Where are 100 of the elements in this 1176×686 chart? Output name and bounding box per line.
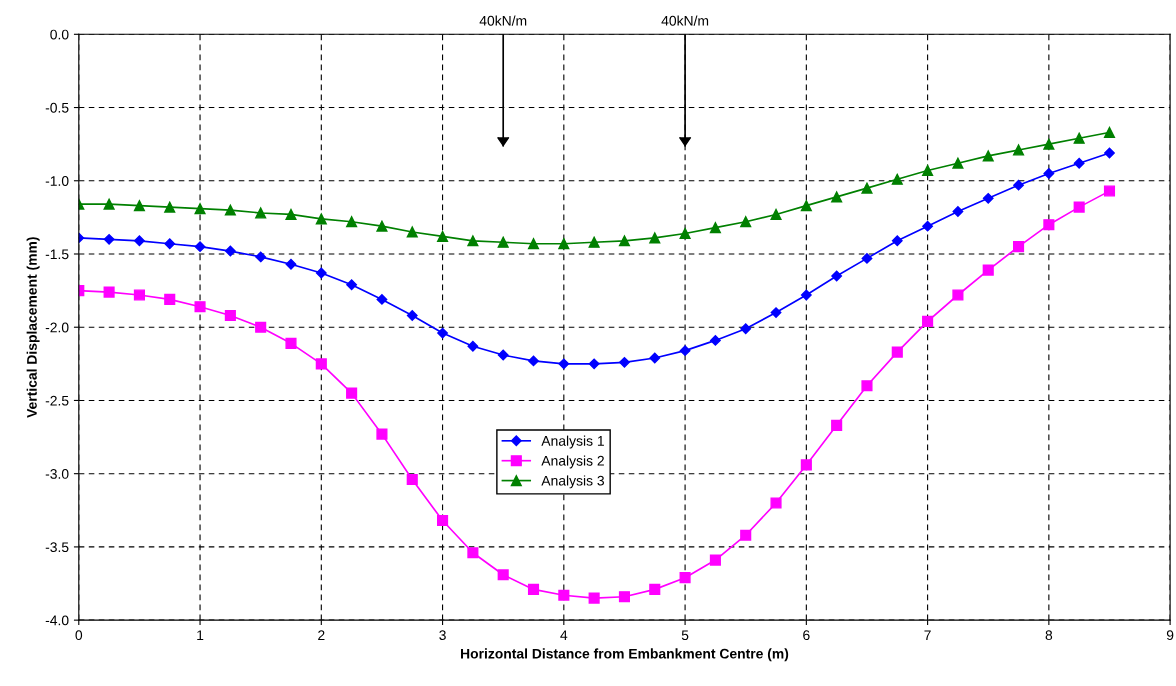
point <box>831 419 843 431</box>
x-tick-label: 7 <box>924 630 931 640</box>
point <box>194 241 206 253</box>
point <box>437 327 448 339</box>
x-tick-label: 5 <box>681 630 689 641</box>
point <box>164 201 176 213</box>
point <box>952 206 964 217</box>
point <box>649 232 661 244</box>
point <box>982 264 994 276</box>
point <box>1013 179 1024 191</box>
point <box>922 164 934 177</box>
point <box>952 289 964 301</box>
point <box>467 235 479 247</box>
point <box>588 592 600 604</box>
legend-label: Analysis 1 <box>541 435 604 449</box>
point <box>406 226 418 238</box>
x-tick-label: 4 <box>560 630 568 640</box>
x-tick-label: 1 <box>197 630 204 640</box>
x-tick-label: 9 <box>1166 630 1174 641</box>
x-tick-label: 0 <box>75 630 83 641</box>
y-tick-label: 0.0 <box>50 29 69 40</box>
point <box>1073 132 1085 144</box>
point <box>467 340 479 352</box>
point <box>1103 185 1116 197</box>
point <box>740 529 752 541</box>
legend-label: Analysis 3 <box>541 475 604 489</box>
point <box>164 293 176 305</box>
point <box>770 208 782 221</box>
point <box>346 387 358 399</box>
point <box>103 198 115 210</box>
x-axis-title: Horizontal Distance from Embankment Centre (m) <box>461 648 789 662</box>
point <box>800 289 812 301</box>
y-tick-label: -2.5 <box>45 395 69 406</box>
point <box>1043 138 1055 150</box>
y-tick-label: -1.0 <box>45 176 69 186</box>
x-tick-label: 3 <box>439 630 446 641</box>
point <box>891 235 903 247</box>
point <box>164 238 176 250</box>
x-tick-label: 8 <box>1045 630 1053 641</box>
point <box>346 216 358 228</box>
point <box>497 569 509 581</box>
y-tick-label: -1.5 <box>45 249 69 260</box>
point <box>800 200 812 212</box>
point <box>194 203 206 215</box>
point <box>770 307 782 318</box>
point <box>1012 144 1025 156</box>
point <box>618 591 631 603</box>
point <box>437 230 449 242</box>
point <box>315 267 327 279</box>
point <box>891 173 903 185</box>
point <box>224 245 236 257</box>
point <box>982 150 994 162</box>
point <box>770 497 782 509</box>
ref-line-label: 40kN/m <box>661 15 709 26</box>
point <box>1043 219 1055 231</box>
point <box>103 233 115 245</box>
point <box>679 227 691 240</box>
y-tick-label: -2.0 <box>45 322 69 333</box>
x-tick-label: 2 <box>318 630 325 640</box>
point <box>709 554 721 566</box>
point <box>285 258 297 270</box>
point <box>558 358 570 370</box>
point <box>588 236 600 248</box>
point <box>497 349 509 361</box>
point <box>1043 168 1055 179</box>
point <box>1073 201 1085 213</box>
point <box>740 216 752 228</box>
point <box>588 358 600 370</box>
point <box>467 547 479 559</box>
y-tick-label: -4.0 <box>45 615 69 626</box>
point <box>285 337 297 349</box>
legend-label: Analysis 2 <box>541 455 604 469</box>
point <box>315 213 327 225</box>
point <box>982 192 994 204</box>
point <box>618 235 631 247</box>
point <box>194 301 206 313</box>
point <box>952 157 964 169</box>
point <box>133 289 145 301</box>
point <box>255 251 267 263</box>
point <box>922 315 934 327</box>
point <box>376 428 388 440</box>
y-tick-label: -3.0 <box>45 469 69 479</box>
point <box>255 321 267 333</box>
x-tick-label: 6 <box>803 630 810 641</box>
point <box>619 356 630 368</box>
point <box>1104 147 1115 159</box>
point <box>406 473 418 486</box>
point <box>861 252 873 264</box>
point <box>527 583 540 595</box>
point <box>527 238 540 250</box>
y-tick-label: -0.5 <box>45 102 69 113</box>
point <box>133 200 145 212</box>
point <box>285 208 297 221</box>
point <box>922 220 934 232</box>
point <box>346 279 358 291</box>
point <box>103 286 115 298</box>
point <box>831 270 843 282</box>
point <box>831 191 843 203</box>
point <box>1012 241 1025 253</box>
point <box>679 572 691 584</box>
